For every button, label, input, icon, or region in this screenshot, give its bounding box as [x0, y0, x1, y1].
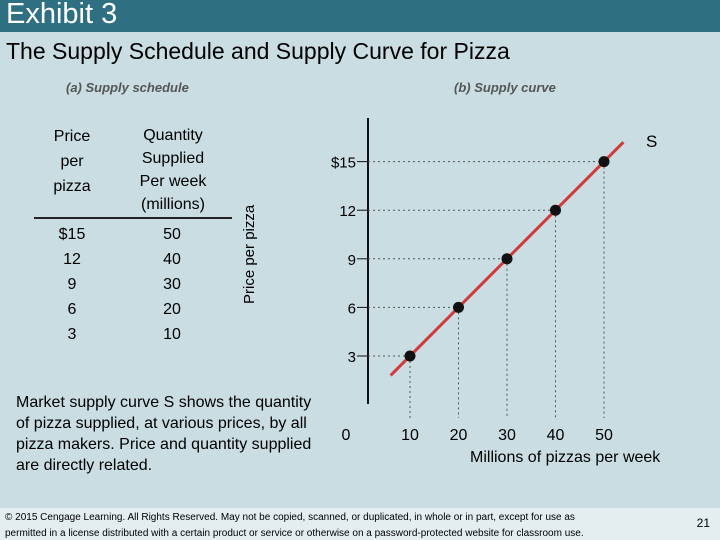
quantity-cell: 50: [163, 226, 181, 243]
supply-point: [501, 253, 513, 265]
price-header-line: Price: [53, 128, 91, 145]
x-tick-label: 10: [401, 427, 419, 444]
x-tick-label: 30: [498, 427, 516, 444]
supply-point: [404, 350, 416, 362]
price-cell: 3: [67, 326, 77, 343]
slide-subtitle: The Supply Schedule and Supply Curve for…: [6, 38, 510, 64]
price-cell: $15: [58, 226, 86, 243]
quantity-cell: 10: [163, 326, 181, 343]
y-tick-label: 12: [339, 203, 356, 220]
price-cell: 9: [67, 276, 77, 293]
y-tick-label: 6: [348, 300, 356, 317]
footer: © 2015 Cengage Learning. All Rights Rese…: [0, 508, 720, 540]
quantity-header-line: (millions): [141, 196, 205, 213]
price-header-line: pizza: [53, 178, 91, 195]
quantity-header-line: Per week: [139, 173, 207, 190]
quantity-cell: 20: [163, 301, 181, 318]
x-tick-label: 40: [547, 427, 565, 444]
quantity-header-line: Supplied: [141, 150, 205, 167]
panel-b-label: (b) Supply curve: [454, 80, 556, 95]
supply-point: [550, 204, 561, 216]
quantity-column-header: Quantity Supplied Per week (millions): [118, 124, 228, 216]
supply-point: [453, 301, 464, 313]
copyright-line: permitted in a license distributed with …: [5, 528, 584, 539]
y-tick-label: $15: [331, 155, 356, 172]
price-cell: 6: [67, 301, 77, 318]
x-tick-label: 20: [450, 427, 468, 444]
supply-point: [598, 156, 610, 168]
y-tick-label: 3: [348, 349, 356, 366]
quantity-header-line: Quantity: [143, 127, 203, 144]
quantity-cell: 30: [163, 276, 181, 293]
quantity-cell: 40: [163, 251, 181, 268]
copyright-line: © 2015 Cengage Learning. All Rights Rese…: [5, 512, 575, 523]
price-column-header: Price per pizza: [34, 124, 110, 199]
slide-title: Exhibit 3: [6, 0, 118, 30]
y-tick-label: 9: [348, 252, 356, 269]
table-header-rule: [34, 217, 232, 219]
page-number: 21: [696, 516, 710, 530]
x-tick-label: 0: [342, 427, 351, 444]
curve-label-s: S: [646, 132, 657, 151]
panel-a-label: (a) Supply schedule: [66, 80, 189, 95]
x-tick-label: 50: [595, 427, 613, 444]
price-column: $15 12 9 6 3: [34, 222, 110, 347]
chart-description: Market supply curve S shows the quantity…: [16, 394, 312, 474]
quantity-column: 50 40 30 20 10: [134, 222, 210, 347]
title-bar: Exhibit 3: [0, 0, 720, 32]
price-cell: 12: [63, 251, 81, 268]
x-axis-label: Millions of pizzas per week: [470, 449, 661, 466]
price-header-line: per: [60, 153, 84, 170]
